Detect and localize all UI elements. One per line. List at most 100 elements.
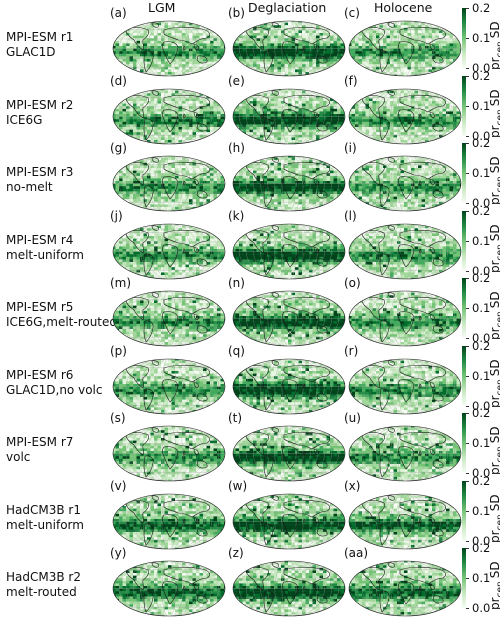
row-label-model: MPI-ESM r1	[6, 30, 118, 45]
row-label-experiment: volc	[6, 450, 118, 465]
row-label-experiment: GLAC1D,no volc	[6, 383, 118, 398]
colorbar-label-suffix: SD	[488, 291, 500, 308]
colorbar-tick-label: 0.2	[472, 70, 490, 82]
column-header-lgm: LGM	[148, 0, 175, 16]
colorbar-tick-label: 0.2	[472, 340, 490, 352]
panel-letter: (y)	[110, 546, 126, 560]
colorbar-tickmark	[466, 203, 469, 204]
precipitation-sd-map	[112, 493, 226, 554]
colorbar-tickmark	[466, 173, 469, 174]
colorbar-tick-label: 0.2	[472, 272, 490, 284]
panel-letter: (o)	[344, 276, 361, 290]
colorbar-label-sub: cen	[495, 446, 500, 462]
panel-letter: (c)	[344, 6, 360, 20]
colorbar-label-suffix: SD	[488, 224, 500, 241]
row-label-experiment: ICE6G,melt-routed	[6, 315, 118, 330]
precipitation-sd-map	[112, 223, 226, 284]
precipitation-sd-map	[232, 88, 346, 149]
colorbar-tickmark	[466, 578, 469, 579]
colorbar-tickmark	[466, 211, 469, 212]
colorbar-label-suffix: SD	[488, 89, 500, 106]
colorbar-label-suffix: SD	[488, 426, 500, 443]
panel-letter: (m)	[110, 276, 131, 290]
precipitation-sd-map	[348, 290, 462, 351]
colorbar-label-sub: cen	[495, 581, 500, 597]
colorbar-tickmark	[466, 338, 469, 339]
colorbar-label: prcenSD	[488, 419, 500, 475]
colorbar-tickmark	[466, 278, 469, 279]
row-label-experiment: ICE6G	[6, 113, 118, 128]
panel-letter: (f)	[344, 74, 358, 88]
precipitation-sd-map	[112, 425, 226, 486]
panel-letter: (t)	[228, 411, 242, 425]
precipitation-sd-map	[232, 223, 346, 284]
colorbar-tickmark	[466, 8, 469, 9]
colorbar-label-sub: cen	[495, 311, 500, 327]
colorbar-label: prcenSD	[488, 14, 500, 70]
colorbar-tickmark	[466, 548, 469, 549]
colorbar-label-suffix: SD	[488, 21, 500, 38]
precipitation-sd-map	[348, 155, 462, 216]
colorbar-tick-label: 0.2	[472, 542, 490, 554]
precipitation-sd-map	[232, 493, 346, 554]
column-header-holocene: Holocene	[374, 0, 432, 16]
colorbar-tick-label: 0.2	[472, 475, 490, 487]
precipitation-sd-map	[232, 425, 346, 486]
colorbar-label: prcenSD	[488, 149, 500, 205]
colorbar-label: prcenSD	[488, 82, 500, 138]
colorbar-label-sub: cen	[495, 176, 500, 192]
row-label-model: MPI-ESM r4	[6, 233, 118, 248]
panel-letter: (v)	[110, 479, 126, 493]
precipitation-sd-map	[348, 223, 462, 284]
colorbar-tickmark	[466, 308, 469, 309]
colorbar-tickmark	[466, 443, 469, 444]
colorbar-tickmark	[466, 406, 469, 407]
row-label-experiment: GLAC1D	[6, 45, 118, 60]
panel-letter: (a)	[110, 6, 127, 20]
panel-letter: (e)	[228, 74, 245, 88]
precipitation-sd-map	[232, 560, 346, 621]
colorbar-label: prcenSD	[488, 217, 500, 273]
panel-letter: (s)	[110, 411, 126, 425]
colorbar-label-suffix: SD	[488, 359, 500, 376]
panel-letter: (r)	[344, 344, 358, 358]
colorbar-label-main: pr	[488, 597, 500, 610]
precipitation-sd-map	[232, 20, 346, 81]
colorbar-label-suffix: SD	[488, 561, 500, 578]
row-label-model: MPI-ESM r2	[6, 98, 118, 113]
colorbar-tick-label: 0.2	[472, 205, 490, 217]
panel-letter: (z)	[228, 546, 244, 560]
colorbar-tickmark	[466, 136, 469, 137]
colorbar-tickmark	[466, 541, 469, 542]
colorbar-tickmark	[466, 106, 469, 107]
colorbar-tickmark	[466, 413, 469, 414]
panel-letter: (j)	[110, 209, 123, 223]
row-label-model: MPI-ESM r5	[6, 300, 118, 315]
colorbar-tickmark	[466, 376, 469, 377]
precipitation-sd-map	[348, 425, 462, 486]
panel-letter: (w)	[228, 479, 247, 493]
row-label-experiment: melt-uniform	[6, 248, 118, 263]
colorbar-tick-label: 0.2	[472, 2, 490, 14]
colorbar-label-sub: cen	[495, 379, 500, 395]
colorbar-label-sub: cen	[495, 41, 500, 57]
precipitation-sd-map	[112, 290, 226, 351]
colorbar-tickmark	[466, 271, 469, 272]
panel-letter: (h)	[228, 141, 245, 155]
colorbar-label-sub: cen	[495, 244, 500, 260]
precipitation-sd-map	[112, 155, 226, 216]
panel-letter: (d)	[110, 74, 127, 88]
panel-letter: (x)	[344, 479, 360, 493]
precipitation-sd-map	[348, 20, 462, 81]
colorbar-tickmark	[466, 241, 469, 242]
colorbar-tickmark	[466, 68, 469, 69]
colorbar-tickmark	[466, 511, 469, 512]
panel-letter: (p)	[110, 344, 127, 358]
colorbar-tickmark	[466, 473, 469, 474]
